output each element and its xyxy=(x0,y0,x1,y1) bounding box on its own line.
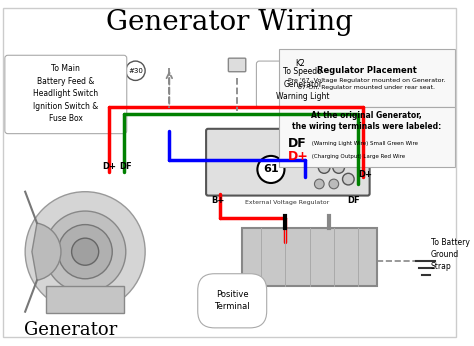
FancyBboxPatch shape xyxy=(279,49,455,107)
Text: To Battery
Ground
Strap: To Battery Ground Strap xyxy=(430,238,469,271)
Circle shape xyxy=(290,53,310,73)
FancyBboxPatch shape xyxy=(5,55,127,134)
Circle shape xyxy=(72,238,99,265)
Circle shape xyxy=(333,162,345,173)
Text: Regulator Placement: Regulator Placement xyxy=(317,66,417,75)
Text: 61: 61 xyxy=(263,164,279,174)
Text: To Main
Battery Feed &
Headlight Switch
Ignition Switch &
Fuse Box: To Main Battery Feed & Headlight Switch … xyxy=(33,64,99,124)
Text: To Speedo
Generator
Warning Light: To Speedo Generator Warning Light xyxy=(276,67,329,101)
Circle shape xyxy=(314,179,324,189)
Text: D+: D+ xyxy=(358,170,372,179)
FancyBboxPatch shape xyxy=(206,129,370,195)
Text: DF: DF xyxy=(288,137,307,150)
Text: Positive
Terminal: Positive Terminal xyxy=(214,290,250,311)
Text: Generator: Generator xyxy=(24,321,118,339)
Text: External Voltage Regulator: External Voltage Regulator xyxy=(245,200,329,206)
FancyBboxPatch shape xyxy=(242,228,377,285)
Circle shape xyxy=(329,179,338,189)
Text: DF: DF xyxy=(347,195,359,204)
Circle shape xyxy=(126,61,145,80)
Circle shape xyxy=(319,162,330,173)
Wedge shape xyxy=(32,223,61,280)
Text: DF: DF xyxy=(119,162,132,171)
Text: #30: #30 xyxy=(128,68,143,74)
Circle shape xyxy=(45,211,126,292)
Text: At the original Generator,
the wiring terminals were labeled:: At the original Generator, the wiring te… xyxy=(292,111,441,131)
Circle shape xyxy=(257,156,284,183)
Text: K2: K2 xyxy=(295,58,305,67)
Text: D+: D+ xyxy=(102,162,116,171)
Circle shape xyxy=(58,225,112,279)
Text: D+: D+ xyxy=(288,151,309,163)
Text: Pre '67, Voltage Regulator mounted on Generator.
67-On, Regulator mounted under : Pre '67, Voltage Regulator mounted on Ge… xyxy=(288,79,446,90)
FancyBboxPatch shape xyxy=(279,107,455,166)
Circle shape xyxy=(343,173,354,185)
Text: B+: B+ xyxy=(211,195,224,204)
Text: (Charging Output) Large Red Wire: (Charging Output) Large Red Wire xyxy=(310,154,405,160)
Circle shape xyxy=(25,192,145,312)
FancyBboxPatch shape xyxy=(46,285,124,313)
Text: Generator Wiring: Generator Wiring xyxy=(106,9,353,36)
Text: (Warning Light Wire) Small Green Wire: (Warning Light Wire) Small Green Wire xyxy=(310,141,418,146)
FancyBboxPatch shape xyxy=(256,61,349,108)
FancyBboxPatch shape xyxy=(228,58,246,72)
